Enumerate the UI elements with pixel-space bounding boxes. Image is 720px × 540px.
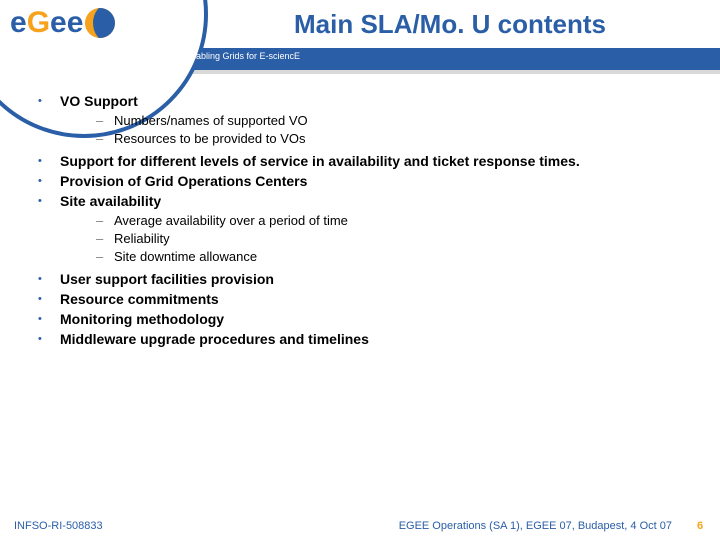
sub-bullet-item: –Resources to be provided to VOs xyxy=(34,130,700,147)
sub-bullet-item: –Average availability over a period of t… xyxy=(34,212,700,229)
bullet-mark-icon: • xyxy=(34,330,60,348)
bullet-text: VO Support xyxy=(60,92,700,110)
tagline: Enabling Grids for E-sciencE xyxy=(185,51,300,61)
bullet-item: •Middleware upgrade procedures and timel… xyxy=(34,330,700,348)
bullet-text: User support facilities provision xyxy=(60,270,700,288)
bullet-item: •Site availability xyxy=(34,192,700,210)
bullet-item: •Provision of Grid Operations Centers xyxy=(34,172,700,190)
sub-dash-icon: – xyxy=(96,112,114,129)
bullet-text: Site availability xyxy=(60,192,700,210)
slide-header: eGee Main SLA/Mo. U contents Enabling Gr… xyxy=(0,0,720,82)
bullet-mark-icon: • xyxy=(34,172,60,190)
sub-bullet-item: –Reliability xyxy=(34,230,700,247)
bullet-mark-icon: • xyxy=(34,290,60,308)
sub-bullet-text: Numbers/names of supported VO xyxy=(114,112,700,129)
slide-content: •VO Support–Numbers/names of supported V… xyxy=(34,92,700,350)
bullet-text: Support for different levels of service … xyxy=(60,152,700,170)
bullet-text: Resource commitments xyxy=(60,290,700,308)
bullet-item: •User support facilities provision xyxy=(34,270,700,288)
footer-page-number: 6 xyxy=(690,520,720,532)
sub-indent xyxy=(34,112,96,129)
sub-bullet-item: –Numbers/names of supported VO xyxy=(34,112,700,129)
bullet-mark-icon: • xyxy=(34,310,60,328)
sub-bullet-text: Reliability xyxy=(114,230,700,247)
bullet-mark-icon: • xyxy=(34,152,60,170)
bullet-text: Middleware upgrade procedures and timeli… xyxy=(60,330,700,348)
bullet-item: •Monitoring methodology xyxy=(34,310,700,328)
slide-footer: INFSO-RI-508833 EGEE Operations (SA 1), … xyxy=(0,512,720,540)
sub-dash-icon: – xyxy=(96,130,114,147)
sub-indent xyxy=(34,230,96,247)
sub-indent xyxy=(34,130,96,147)
sub-indent xyxy=(34,212,96,229)
slide-title: Main SLA/Mo. U contents xyxy=(294,9,606,40)
bullet-item: •Resource commitments xyxy=(34,290,700,308)
sub-bullet-text: Site downtime allowance xyxy=(114,248,700,265)
bullet-mark-icon: • xyxy=(34,92,60,110)
sub-bullet-item: –Site downtime allowance xyxy=(34,248,700,265)
bullet-mark-icon: • xyxy=(34,270,60,288)
footer-left: INFSO-RI-508833 xyxy=(0,520,103,532)
sub-indent xyxy=(34,248,96,265)
sub-bullet-text: Resources to be provided to VOs xyxy=(114,130,700,147)
bullet-item: •VO Support xyxy=(34,92,700,110)
bullet-mark-icon: • xyxy=(34,192,60,210)
bullet-text: Monitoring methodology xyxy=(60,310,700,328)
sub-bullet-text: Average availability over a period of ti… xyxy=(114,212,700,229)
footer-mid: EGEE Operations (SA 1), EGEE 07, Budapes… xyxy=(103,520,690,532)
title-bar: Main SLA/Mo. U contents xyxy=(0,0,720,48)
sub-dash-icon: – xyxy=(96,248,114,265)
sub-dash-icon: – xyxy=(96,230,114,247)
sub-dash-icon: – xyxy=(96,212,114,229)
bullet-text: Provision of Grid Operations Centers xyxy=(60,172,700,190)
bullet-item: •Support for different levels of service… xyxy=(34,152,700,170)
